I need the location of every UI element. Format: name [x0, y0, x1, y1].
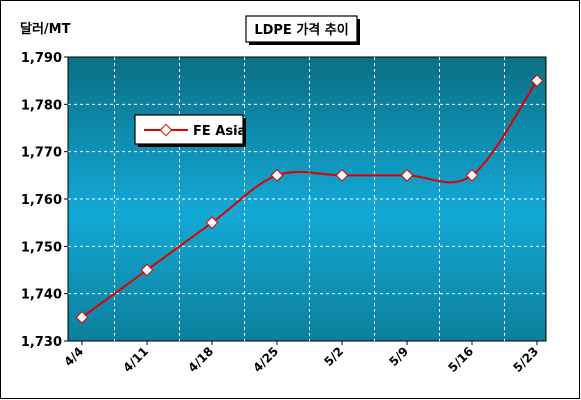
legend-marker [159, 123, 173, 137]
legend: FE Asia [134, 114, 246, 147]
y-tick-label: 1,770 [21, 146, 62, 161]
plot-area [67, 56, 547, 342]
y-tick-label: 1,790 [21, 51, 62, 66]
chart-title: LDPE 가격 추이 [254, 22, 348, 38]
y-tick-label: 1,730 [21, 335, 62, 350]
grid-lines [68, 57, 546, 341]
y-tick-label: 1,760 [21, 193, 62, 208]
data-point [465, 168, 479, 182]
legend-shadow-bottom [138, 144, 246, 147]
data-point [75, 310, 89, 324]
data-point [335, 168, 349, 182]
y-axis-label: 달러/MT [20, 21, 71, 37]
chart-title-box [245, 15, 358, 43]
legend-shadow-right [243, 118, 246, 147]
data-point [140, 263, 154, 277]
chart-title-shadow-bottom [249, 42, 360, 45]
y-tick-labels: 1,730 1,740 1,750 1,760 1,770 1,780 1,790 [21, 51, 68, 350]
data-point [205, 216, 219, 230]
y-tick-label: 1,750 [21, 240, 62, 255]
chart-title-shadow [357, 19, 360, 45]
y-tick-label: 1,780 [21, 98, 62, 113]
data-point [530, 74, 544, 88]
data-point [270, 168, 284, 182]
legend-label: FE Asia [193, 124, 246, 139]
series-layer [75, 74, 544, 324]
data-point [400, 168, 414, 182]
y-tick-label: 1,740 [21, 288, 62, 303]
